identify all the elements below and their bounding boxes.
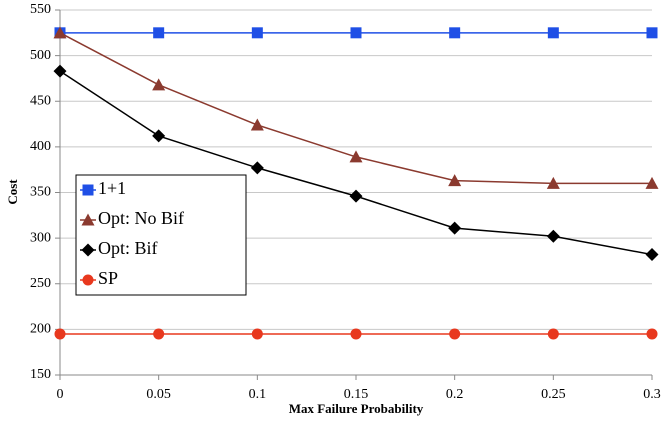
y-axis-label: Cost	[5, 179, 20, 205]
legend-label: 1+1	[98, 178, 126, 198]
legend-marker	[82, 184, 94, 196]
x-tick-label: 0.05	[146, 387, 171, 402]
marker	[645, 176, 659, 189]
marker	[250, 161, 264, 175]
x-tick-label: 0.3	[643, 387, 661, 402]
marker	[547, 27, 559, 39]
legend-marker	[81, 243, 95, 257]
y-tick-label: 300	[30, 230, 51, 245]
marker	[152, 78, 166, 91]
x-tick-label: 0.25	[541, 387, 566, 402]
marker	[350, 27, 362, 39]
marker	[546, 176, 560, 189]
marker	[547, 328, 559, 340]
x-tick-label: 0.2	[446, 387, 464, 402]
marker	[448, 174, 462, 187]
marker	[349, 189, 363, 203]
legend-box	[75, 174, 247, 296]
marker	[54, 328, 66, 340]
marker	[448, 221, 462, 235]
x-axis-label: Max Failure Probability	[289, 401, 424, 416]
marker	[251, 328, 263, 340]
y-tick-label: 450	[30, 93, 51, 108]
marker	[546, 229, 560, 243]
legend-label: SP	[98, 268, 118, 288]
y-tick-label: 350	[30, 185, 51, 200]
marker	[53, 64, 67, 78]
marker	[350, 328, 362, 340]
marker	[53, 26, 67, 39]
marker	[645, 248, 659, 262]
marker	[152, 129, 166, 143]
marker	[349, 150, 363, 163]
legend-marker	[82, 274, 94, 286]
y-tick-label: 550	[30, 2, 51, 17]
y-tick-label: 250	[30, 276, 51, 291]
marker	[250, 118, 264, 131]
y-tick-label: 150	[30, 367, 51, 382]
x-tick-label: 0.1	[249, 387, 267, 402]
marker	[153, 328, 165, 340]
y-tick-label: 200	[30, 322, 51, 337]
legend-label: Opt: Bif	[98, 238, 158, 258]
marker	[646, 27, 658, 39]
y-tick-label: 500	[30, 48, 51, 63]
marker	[251, 27, 263, 39]
x-tick-label: 0.15	[344, 387, 369, 402]
legend-marker	[81, 213, 95, 226]
marker	[153, 27, 165, 39]
legend-label: Opt: No Bif	[98, 208, 184, 228]
y-tick-label: 400	[30, 139, 51, 154]
marker	[449, 27, 461, 39]
x-tick-label: 0	[57, 387, 64, 402]
marker	[646, 328, 658, 340]
marker	[449, 328, 461, 340]
